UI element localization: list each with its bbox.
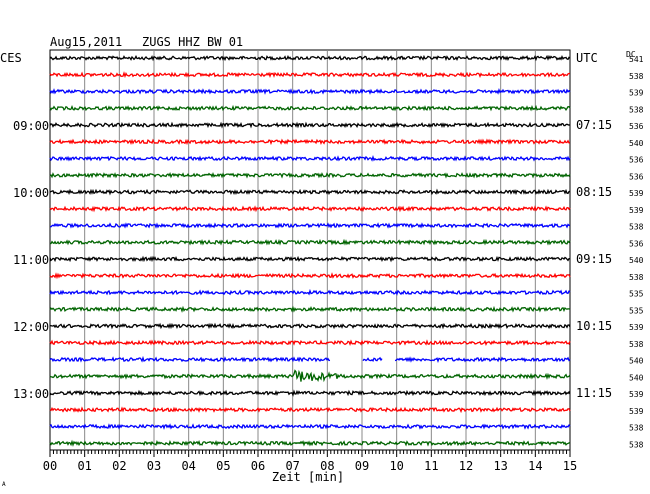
trace-line [49, 138, 571, 146]
x-tick-label: 11 [424, 459, 438, 473]
dc-offset-label: 538 [629, 223, 644, 232]
right-hour-label: UTC [576, 51, 598, 65]
dc-offset-label: 535 [629, 290, 644, 299]
plot-frame [49, 49, 571, 451]
trace-line [49, 369, 571, 383]
dc-offset-label: 539 [629, 206, 644, 215]
x-tick-label: 09 [355, 459, 369, 473]
trace-line [49, 71, 571, 79]
date-label: Aug15,2011 [50, 35, 122, 49]
dc-offset-label: 538 [629, 340, 644, 349]
x-tick-label: 13 [493, 459, 507, 473]
trace-line [49, 121, 571, 129]
dc-offset-label: 539 [629, 390, 644, 399]
trace-line [49, 439, 571, 447]
trace-line [49, 255, 571, 263]
trace-line [49, 88, 571, 95]
dc-offset-label: 540 [629, 373, 644, 382]
trace-line [49, 155, 571, 162]
left-hour-label: 12:00 [13, 320, 49, 334]
x-tick-label: 14 [528, 459, 542, 473]
x-tick-label: 05 [216, 459, 230, 473]
dc-offset-label: 538 [629, 72, 644, 81]
x-tick-label: 07 [285, 459, 299, 473]
x-tick-label: 01 [77, 459, 91, 473]
dc-offset-label: 541 [629, 55, 644, 64]
dc-offset-label: 536 [629, 122, 644, 131]
trace-line [49, 205, 571, 213]
plot-grid [49, 49, 571, 451]
trace-line [49, 355, 571, 364]
dc-offset-label: 539 [629, 407, 644, 416]
x-tick-label: 08 [320, 459, 334, 473]
dc-offset-label: 538 [629, 105, 644, 114]
x-tick-label: 12 [459, 459, 473, 473]
dc-offset-label: 536 [629, 172, 644, 181]
trace-line [49, 188, 571, 196]
dc-offset-label: 539 [629, 89, 644, 98]
dc-offset-label: 540 [629, 139, 644, 148]
x-tick-label: 15 [563, 459, 577, 473]
time-axis: 00 01 02 03 04 05 06 07 08 09 10 11 12 13 14 15 [43, 450, 577, 473]
x-tick-label: 10 [389, 459, 403, 473]
dc-offset-label: 539 [629, 323, 644, 332]
trace-line [49, 238, 571, 246]
footer-mark: A [2, 481, 6, 488]
left-hour-label: 11:00 [13, 253, 49, 267]
dc-offset-label: 536 [629, 239, 644, 248]
trace-line [49, 423, 571, 430]
dc-offset-label: 538 [629, 440, 644, 449]
trace-line [49, 171, 571, 179]
dc-offset-label: 536 [629, 156, 644, 165]
right-hour-label: 08:15 [576, 185, 612, 199]
trace-line [49, 339, 571, 347]
trace-line [49, 272, 571, 280]
dc-offset-label: 540 [629, 256, 644, 265]
x-tick-label: 06 [251, 459, 265, 473]
x-tick-label: 04 [181, 459, 195, 473]
trace-line [49, 322, 571, 330]
left-hour-label: 13:00 [13, 387, 49, 401]
seismic-traces: 541 538 539 538 536 540 536 536 539 539 538 536 540 5… [13, 51, 644, 449]
right-hour-label: 11:15 [576, 386, 612, 400]
trace-line [49, 406, 571, 414]
dc-offset-label: 538 [629, 273, 644, 282]
dc-offset-label: 540 [629, 357, 644, 366]
x-axis-label: Zeit [min] [272, 470, 344, 484]
right-hour-label: 09:15 [576, 252, 612, 266]
x-tick-label: 03 [147, 459, 161, 473]
left-timezone-label: CES [0, 51, 22, 65]
station-label: ZUGS HHZ BW 01 [142, 35, 243, 49]
x-tick-label: 02 [112, 459, 126, 473]
trace-line [49, 104, 571, 112]
left-hour-label: 10:00 [13, 186, 49, 200]
left-hour-label: 09:00 [13, 119, 49, 133]
dc-offset-label: 535 [629, 306, 644, 315]
x-tick-label: 00 [43, 459, 57, 473]
trace-line [49, 389, 571, 397]
dc-label: DC [626, 50, 636, 59]
right-hour-label: 10:15 [576, 319, 612, 333]
trace-line [49, 288, 571, 296]
trace-line [49, 305, 571, 313]
dc-offset-label: 538 [629, 424, 644, 433]
trace-line [49, 54, 571, 62]
right-hour-label: 07:15 [576, 118, 612, 132]
dc-offset-label: 539 [629, 189, 644, 198]
trace-line [49, 222, 571, 229]
